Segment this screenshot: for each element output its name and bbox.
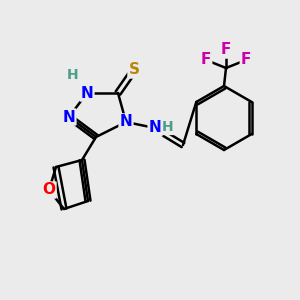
Text: O: O — [43, 182, 56, 197]
Text: N: N — [63, 110, 75, 124]
Text: N: N — [120, 115, 132, 130]
Text: F: F — [241, 52, 251, 68]
Text: N: N — [81, 85, 93, 100]
Text: F: F — [221, 43, 231, 58]
Text: N: N — [148, 121, 161, 136]
Text: S: S — [128, 62, 140, 77]
Text: F: F — [201, 52, 211, 68]
Text: H: H — [67, 68, 79, 82]
Text: H: H — [162, 120, 174, 134]
